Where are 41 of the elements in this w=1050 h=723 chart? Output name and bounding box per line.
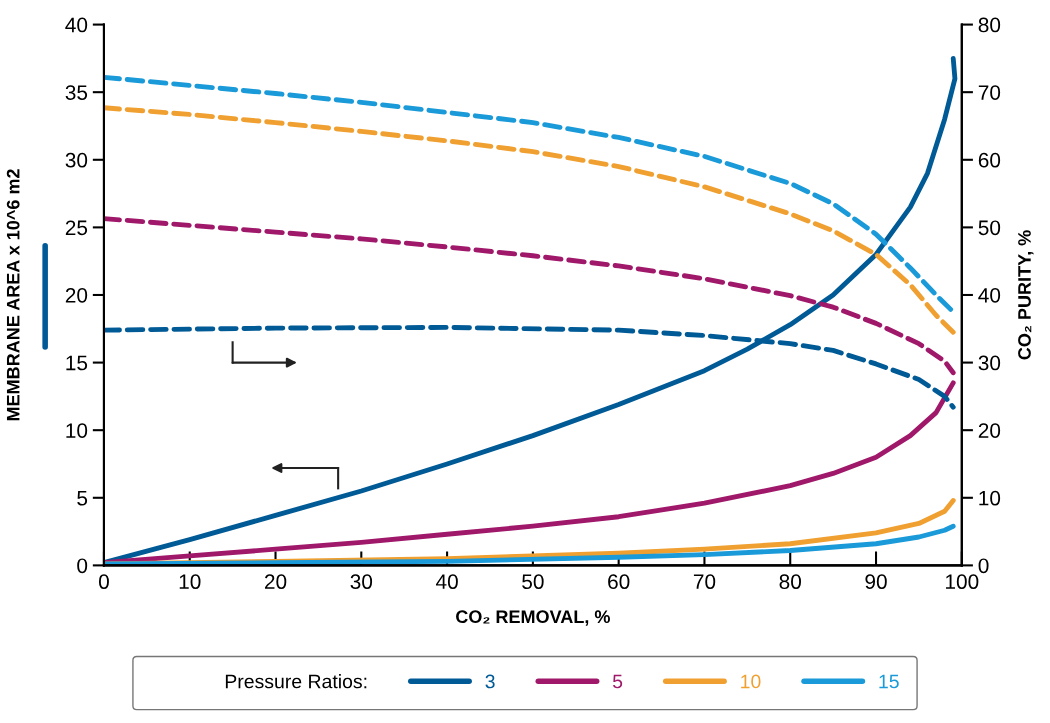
y-tick-label: 10 <box>66 423 88 438</box>
x-tick-label: 60 <box>608 574 630 590</box>
x-tick-label: 10 <box>179 574 201 590</box>
y2-tick-label: 20 <box>978 423 1001 438</box>
line-series <box>103 523 956 566</box>
y-tick-label: 15 <box>66 355 88 371</box>
x-tick-label: 50 <box>522 574 544 590</box>
y2-tick-label: 40 <box>978 287 1001 303</box>
legend-label: 5 <box>612 674 623 689</box>
legend-label: 3 <box>485 674 495 689</box>
y-tick-label: 40 <box>65 17 88 33</box>
y-tick-label: 30 <box>65 152 88 168</box>
y2-tick-label: 70 <box>978 85 1001 100</box>
y2-tick-label: 0 <box>978 558 989 574</box>
line-series <box>103 216 956 376</box>
y2-tick-label: 50 <box>978 220 1001 236</box>
x-tick-label: 100 <box>946 574 979 590</box>
y2-tick-label: 30 <box>978 355 1001 371</box>
x-tick-label: 40 <box>435 574 458 590</box>
x-tick-label: 20 <box>264 574 287 590</box>
x-tick-label: 0 <box>98 574 109 590</box>
y-axis-title: MEMBRANE AREA x 10^6 m2 <box>6 169 20 421</box>
x-tick-label: 70 <box>693 574 716 590</box>
x-tick-label: 30 <box>350 574 373 590</box>
y-tick-label: 0 <box>77 558 88 574</box>
y2-axis-title: CO₂ PURITY, % <box>1018 230 1034 360</box>
y-tick-label: 5 <box>77 491 88 506</box>
y-tick-label: 35 <box>65 85 88 100</box>
x-tick-label: 80 <box>779 574 801 590</box>
y2-tick-label: 80 <box>978 17 1001 33</box>
legend-label: 15 <box>879 674 899 689</box>
line-series <box>103 105 956 335</box>
y-tick-label: 20 <box>65 287 88 303</box>
x-axis-title: CO₂ REMOVAL, % <box>456 610 610 626</box>
x-tick-label: 90 <box>865 574 887 590</box>
y2-tick-label: 10 <box>979 490 1001 506</box>
y-tick-label: 25 <box>65 220 88 236</box>
legend-label: 10 <box>741 674 761 689</box>
legend-title: Pressure Ratios: <box>225 674 367 689</box>
line-series <box>103 74 956 315</box>
y2-tick-label: 60 <box>978 152 1001 168</box>
